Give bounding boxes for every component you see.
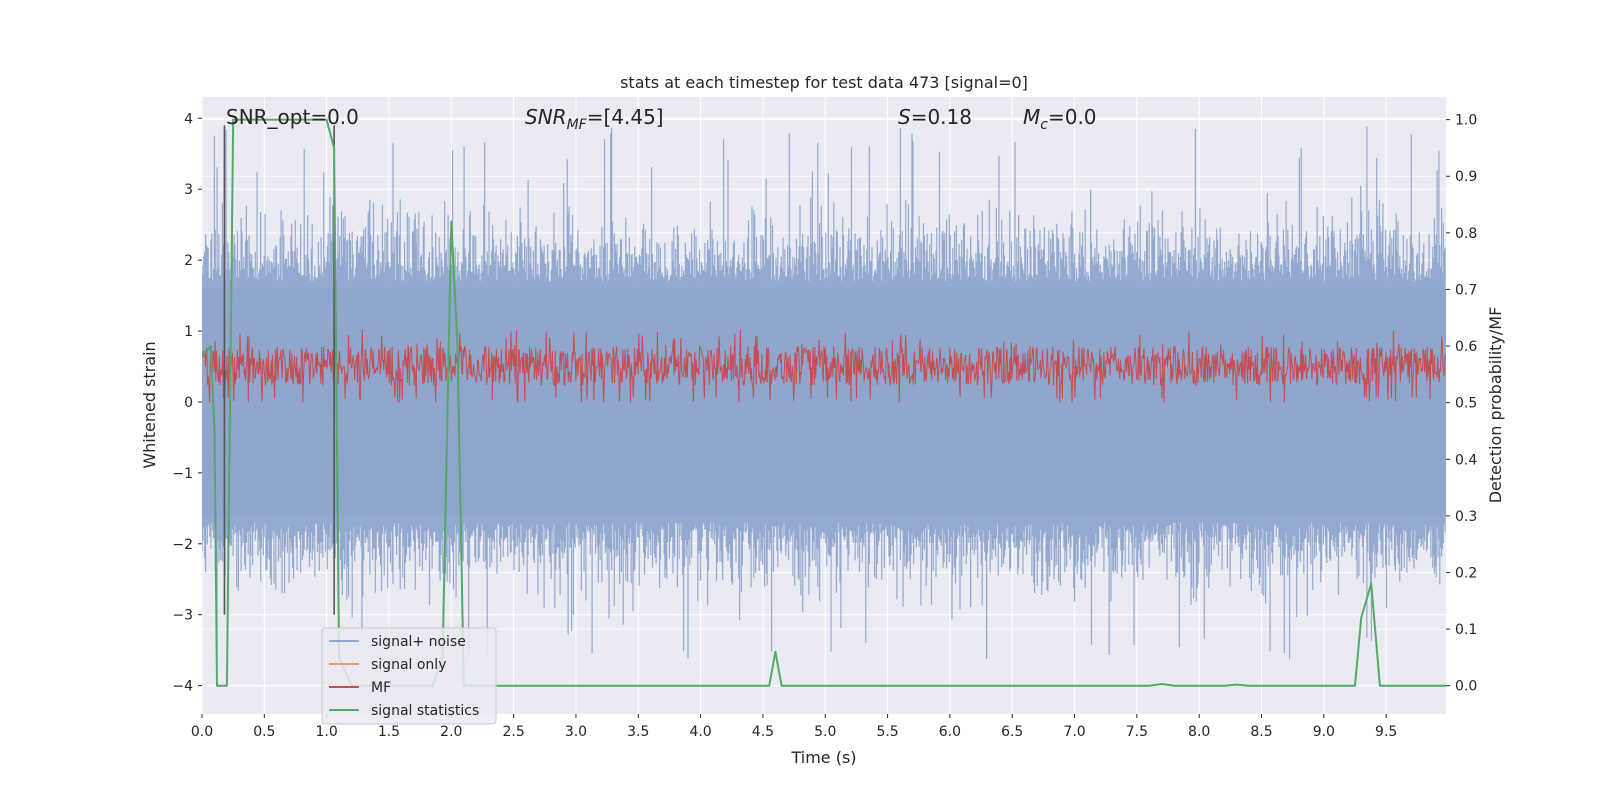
x-tick-label: 7.5: [1126, 724, 1148, 740]
series-signal-noise: [202, 126, 1446, 660]
x-tick-label: 5.5: [876, 724, 898, 740]
y-right-tick-label: 0.9: [1455, 169, 1477, 185]
mc-subscript: c: [1040, 117, 1048, 133]
y-right-tick-label: 0.5: [1455, 396, 1477, 412]
y-axis-left-label: Whitened strain: [140, 341, 159, 468]
x-tick-label: 9.0: [1313, 724, 1335, 740]
signal-statistics-line: [202, 118, 1446, 687]
y-left-tick-label: −2: [172, 537, 193, 553]
y-right-tick-label: 0.0: [1455, 679, 1477, 695]
x-tick-label: 6.0: [939, 724, 961, 740]
series-mf: [202, 329, 1446, 403]
signal-noise-line: [202, 126, 1446, 660]
y-left-tick-label: −1: [172, 466, 193, 482]
y-axis-right-label: Detection probability/MF: [1486, 307, 1505, 504]
x-tick-label: 2.0: [440, 724, 462, 740]
x-tick-label: 3.0: [565, 724, 587, 740]
legend-label-signal-statistics: signal statistics: [371, 703, 479, 719]
legend-box: [321, 627, 497, 725]
y-right-tick-label: 0.7: [1455, 282, 1477, 298]
y-right-tick-label: 0.4: [1455, 452, 1477, 468]
x-tick-label: 8.5: [1250, 724, 1272, 740]
annotation-snr-mf: SNRMF=[4.45]: [525, 105, 664, 133]
x-tick-label: 4.5: [752, 724, 774, 740]
y-left-tick-label: −4: [172, 679, 193, 695]
snr-mf-value: =[4.45]: [587, 105, 664, 129]
mc-value: =0.0: [1048, 105, 1097, 129]
plot-series: [202, 118, 1446, 687]
x-tick-label: 9.5: [1375, 724, 1397, 740]
mc-symbol: M: [1023, 105, 1040, 129]
chart-title: stats at each timestep for test data 473…: [620, 73, 1028, 92]
s-value: =0.18: [911, 105, 972, 129]
y-left-tick-label: 0: [184, 395, 193, 411]
y-right-tick-label: 0.3: [1455, 509, 1477, 525]
x-tick-label: 7.0: [1063, 724, 1085, 740]
x-tick-label: 8.0: [1188, 724, 1210, 740]
x-tick-label: 0.5: [253, 724, 275, 740]
annotation-mc: Mc=0.0: [1023, 105, 1097, 133]
series-signal-statistics: [202, 118, 1446, 687]
y-right-tick-label: 0.1: [1455, 622, 1477, 638]
annotation-snr-opt: SNR_opt=0.0: [226, 105, 359, 129]
y-left-tick-label: 3: [184, 182, 193, 198]
s-symbol: S: [898, 105, 911, 129]
x-axis-label: Time (s): [790, 748, 856, 767]
y-right-tick-label: 0.2: [1455, 565, 1477, 581]
legend-label-mf: MF: [371, 680, 391, 696]
snr-mf-symbol: SNR: [525, 105, 567, 129]
x-tick-label: 1.5: [378, 724, 400, 740]
annotation-s: S=0.18: [898, 105, 972, 129]
mf-line: [202, 329, 1446, 403]
x-tick-label: 5.0: [814, 724, 836, 740]
y-left-tick-label: 4: [184, 111, 193, 127]
snr-mf-subscript: MF: [567, 117, 588, 133]
y-axis-right-ticks: 1.0 0.9 0.8 0.7 0.6 0.5 0.4 0.3 0.2 0.1 0.0: [1446, 113, 1477, 695]
x-tick-label: 4.0: [689, 724, 711, 740]
x-tick-label: 3.5: [627, 724, 649, 740]
y-left-tick-label: −3: [172, 608, 193, 624]
x-tick-label: 0.0: [191, 724, 213, 740]
x-tick-label: 2.5: [502, 724, 524, 740]
y-right-tick-label: 1.0: [1455, 113, 1477, 129]
y-left-tick-label: 2: [184, 253, 193, 269]
x-axis-ticks: 0.0 0.5 1.0 1.5 2.0 2.5 3.0 3.5 4.0 4.5 5.0 5.5 6.0 6…: [191, 714, 1397, 740]
legend-label-signal-only: signal only: [371, 657, 446, 673]
y-right-tick-label: 0.8: [1455, 226, 1477, 242]
x-tick-label: 1.0: [316, 724, 338, 740]
y-axis-left-ticks: 4 3 2 1 0 −1 −2 −3 −4: [172, 111, 202, 695]
y-left-tick-label: 1: [184, 324, 193, 340]
legend-label-signal-noise: signal+ noise: [371, 634, 466, 650]
y-right-tick-label: 0.6: [1455, 339, 1477, 355]
x-tick-label: 6.5: [1001, 724, 1023, 740]
legend: signal+ noise signal only MF signal stat…: [321, 627, 497, 725]
